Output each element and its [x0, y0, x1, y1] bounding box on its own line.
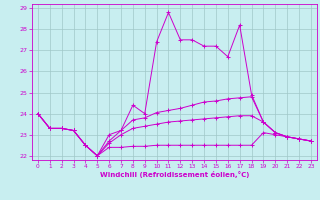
X-axis label: Windchill (Refroidissement éolien,°C): Windchill (Refroidissement éolien,°C): [100, 171, 249, 178]
